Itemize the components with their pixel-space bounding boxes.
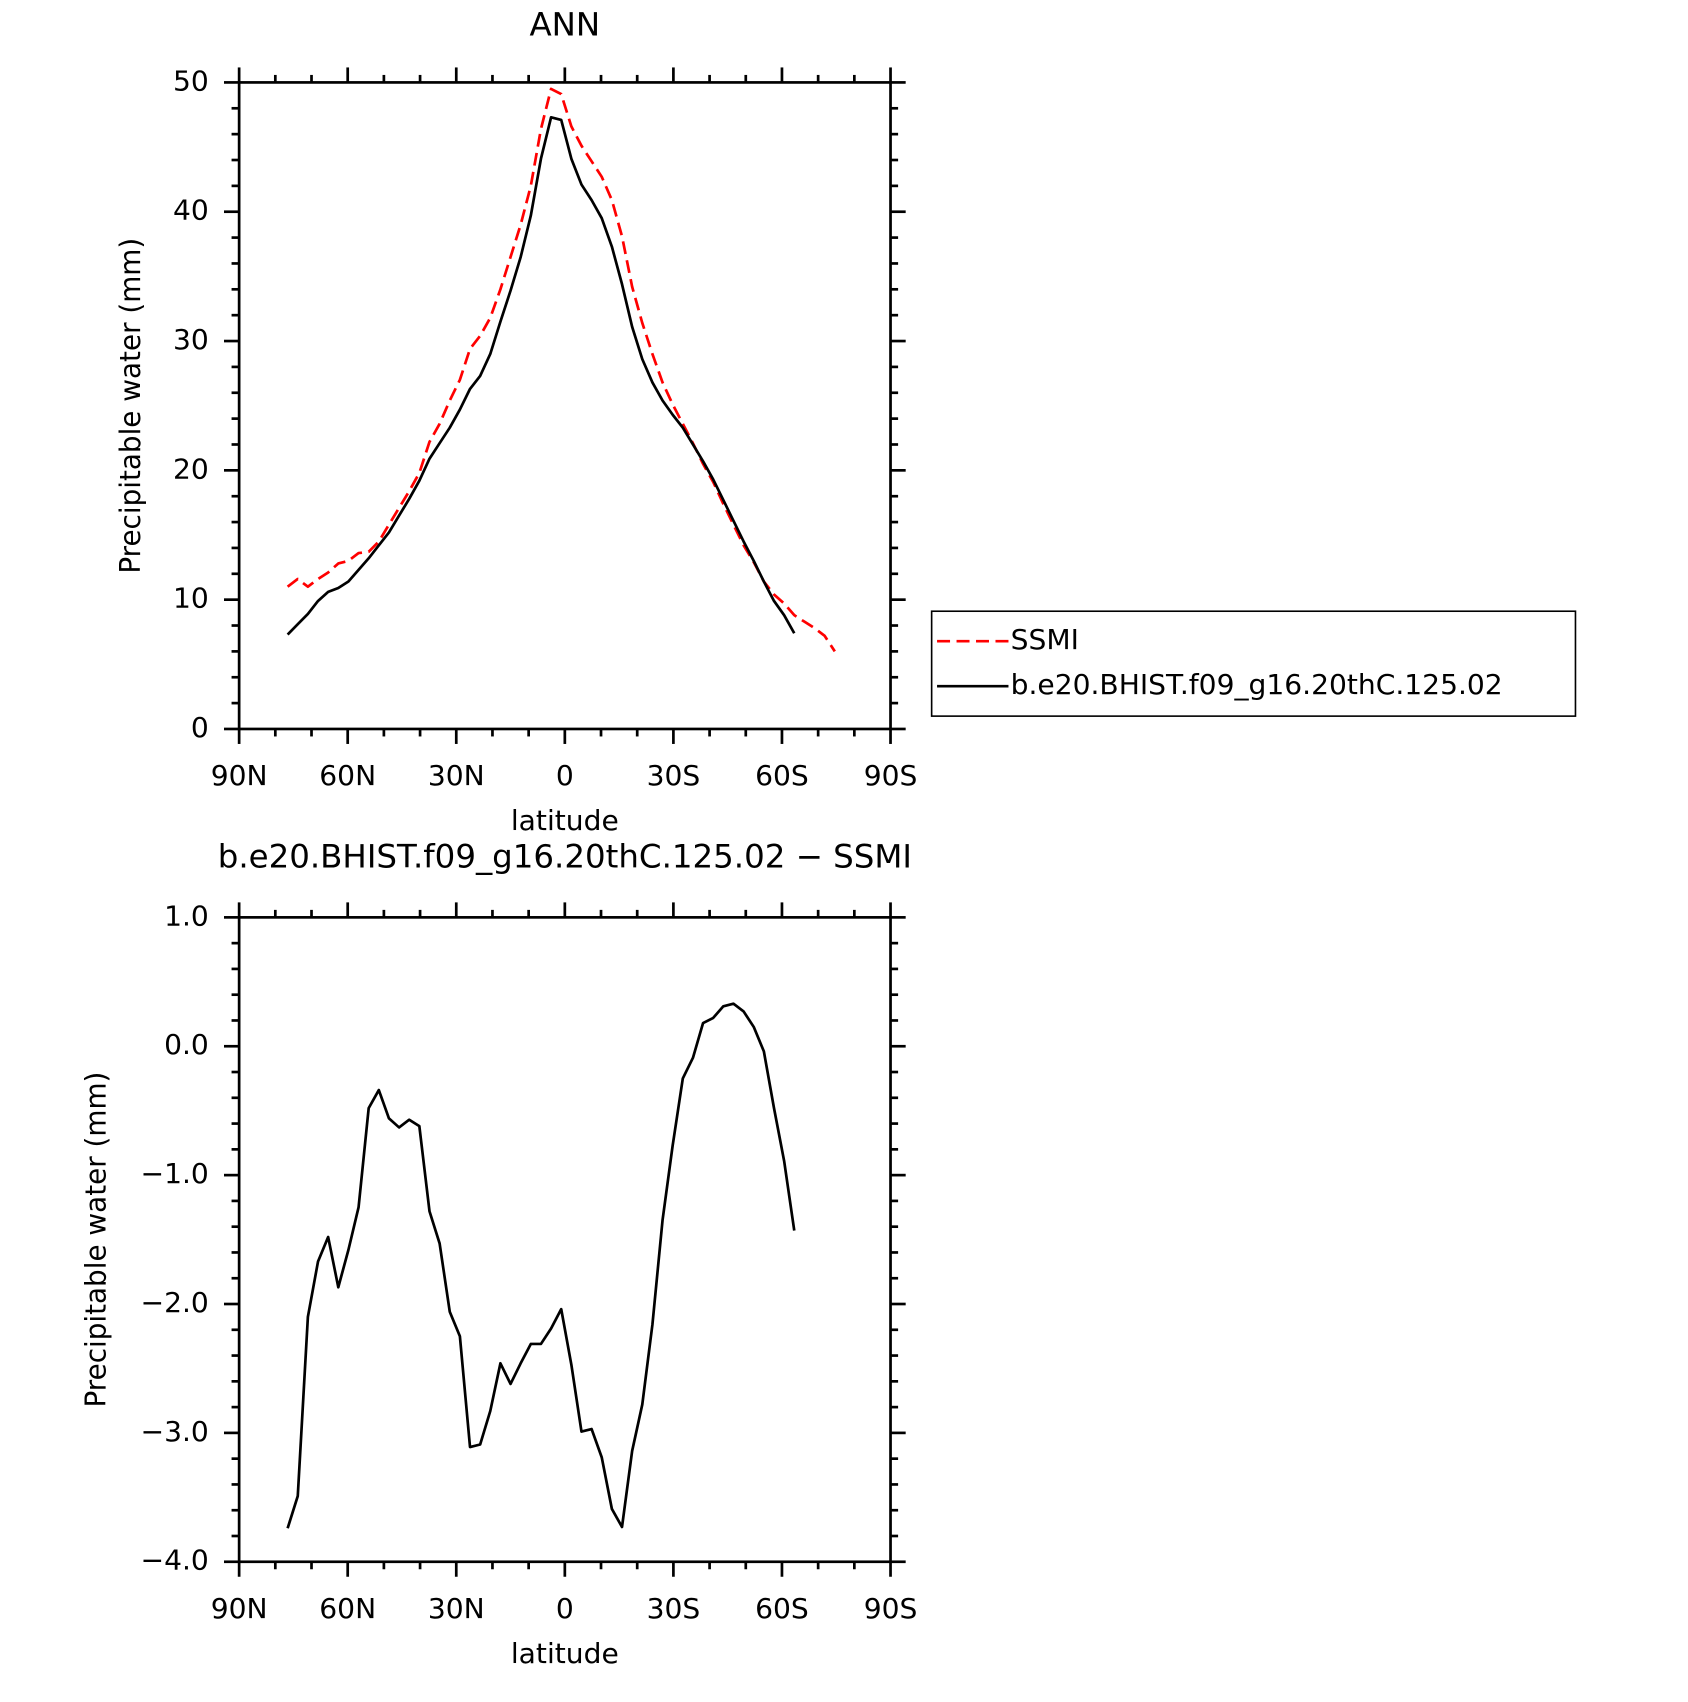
- y-tick-label: −3.0: [141, 1415, 209, 1448]
- x-tick-label: 30N: [428, 1592, 485, 1625]
- y-tick-label: 1.0: [164, 899, 209, 932]
- y-tick-label: −2.0: [141, 1286, 209, 1319]
- x-axis-label: latitude: [511, 1637, 619, 1670]
- y-axis-label: Precipitable water (mm): [114, 238, 147, 574]
- chart-title: b.e20.BHIST.f09_g16.20thC.125.02 − SSMI: [218, 838, 912, 876]
- series-line: [286, 116, 796, 636]
- y-tick-label: 0: [191, 711, 209, 744]
- series-line: [286, 1002, 796, 1529]
- y-tick-label: 50: [173, 65, 209, 98]
- y-axis-label: Precipitable water (mm): [79, 1072, 112, 1408]
- x-tick-label: 90S: [864, 759, 918, 792]
- y-tick-label: −1.0: [141, 1157, 209, 1190]
- y-tick-label: 10: [173, 582, 209, 615]
- y-tick-label: 0.0: [164, 1028, 209, 1061]
- x-tick-label: 30S: [647, 1592, 701, 1625]
- x-tick-label: 0: [556, 759, 574, 792]
- y-tick-label: −4.0: [141, 1544, 209, 1577]
- x-tick-label: 90N: [211, 759, 268, 792]
- x-tick-label: 90N: [211, 1592, 268, 1625]
- x-tick-label: 60S: [755, 759, 809, 792]
- x-tick-label: 30S: [647, 759, 701, 792]
- series-line: [286, 87, 836, 653]
- y-tick-label: 40: [173, 194, 209, 227]
- chart-title: ANN: [529, 6, 600, 44]
- legend-label: b.e20.BHIST.f09_g16.20thC.125.02: [1011, 668, 1503, 701]
- legend-label: SSMI: [1011, 623, 1079, 656]
- legend-box: [930, 610, 1577, 717]
- x-tick-label: 60N: [319, 759, 376, 792]
- x-axis-label: latitude: [511, 804, 619, 837]
- y-tick-label: 30: [173, 323, 209, 356]
- x-tick-label: 30N: [428, 759, 485, 792]
- y-tick-label: 20: [173, 452, 209, 485]
- plot-frame: [237, 916, 892, 1564]
- x-tick-label: 0: [556, 1592, 574, 1625]
- x-tick-label: 60N: [319, 1592, 376, 1625]
- x-tick-label: 90S: [864, 1592, 918, 1625]
- x-tick-label: 60S: [755, 1592, 809, 1625]
